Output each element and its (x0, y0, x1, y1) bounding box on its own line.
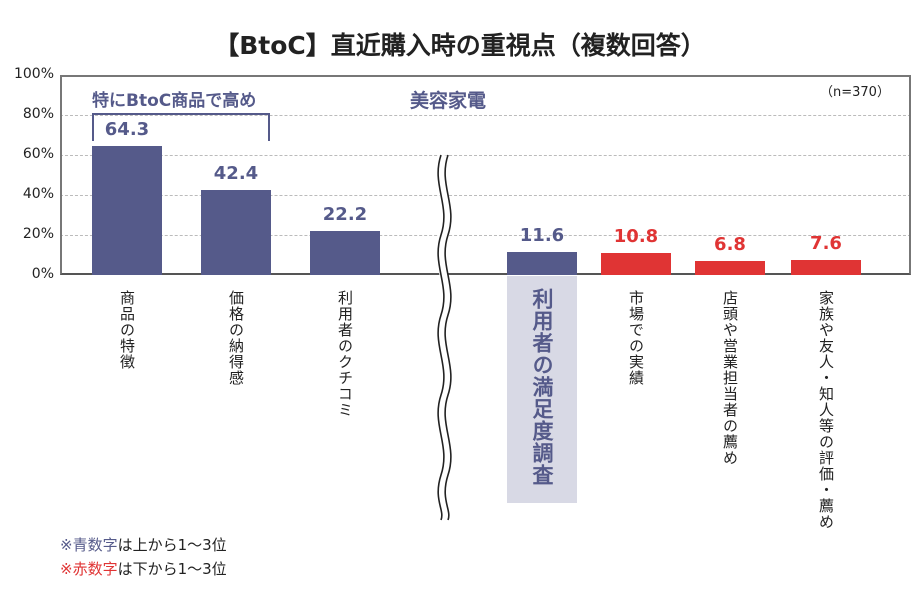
gridline (60, 155, 911, 156)
category-label: 家族や友人・知人等の評価・薦め (817, 290, 835, 530)
bar (310, 230, 380, 275)
section-label: 美容家電 (410, 90, 487, 112)
highlight-box: 利用者の満足度調査 (507, 276, 577, 503)
y-tick-label: 100% (13, 66, 54, 82)
value-label: 64.3 (104, 119, 150, 141)
bracket (92, 113, 270, 141)
value-label: 42.4 (213, 163, 259, 185)
category-label: 価格の納得感 (227, 290, 245, 386)
y-tick-label: 0% (31, 266, 54, 282)
value-label: 11.6 (519, 224, 565, 246)
bar (601, 253, 671, 275)
axis-break (436, 153, 452, 522)
chart-title: 【BtoC】直近購入時の重視点（複数回答） (214, 31, 706, 60)
y-tick-label: 60% (22, 146, 54, 162)
bar (507, 251, 577, 275)
y-tick-label: 40% (22, 186, 54, 202)
value-label: 22.2 (322, 203, 368, 225)
bar (791, 259, 861, 275)
sample-size: （n=370） (820, 85, 890, 100)
category-label-highlight: 利用者の満足度調査 (530, 288, 554, 486)
category-label: 利用者のクチコミ (336, 290, 354, 418)
value-label: 10.8 (613, 226, 659, 248)
bar (695, 261, 765, 275)
gridline (60, 115, 911, 116)
note-blue: ※青数字は上から1〜3位 (60, 536, 227, 554)
category-label: 市場での実績 (627, 290, 645, 386)
bar (92, 146, 162, 275)
note-red: ※赤数字は下から1〜3位 (60, 560, 227, 578)
gridline (60, 235, 911, 236)
y-tick-label: 20% (22, 226, 54, 242)
value-label: 7.6 (810, 232, 842, 254)
gridline (60, 195, 911, 196)
plot-area (60, 75, 911, 275)
value-label: 6.8 (714, 234, 746, 256)
y-tick-label: 80% (22, 106, 54, 122)
bracket-label: 特にBtoC商品で高め (92, 91, 257, 111)
category-label: 店頭や営業担当者の薦め (721, 290, 739, 466)
category-label: 商品の特徴 (118, 290, 136, 370)
bar (201, 190, 271, 275)
